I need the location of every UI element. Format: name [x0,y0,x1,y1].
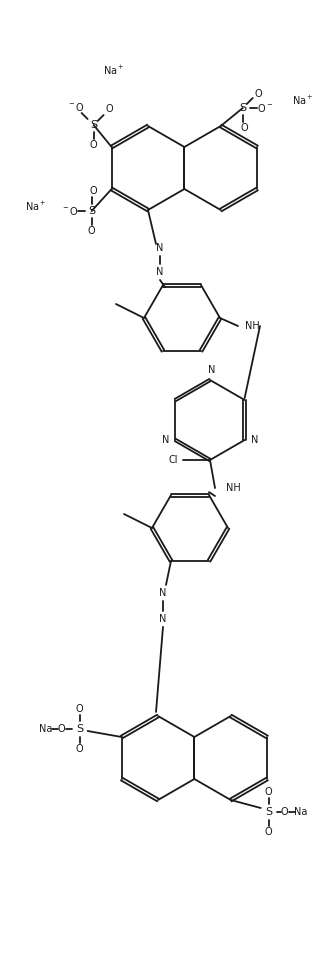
Text: S: S [88,206,95,216]
Text: Na$^+$: Na$^+$ [25,199,46,213]
Text: N: N [159,588,167,598]
Text: S: S [239,103,246,113]
Text: O: O [106,104,113,114]
Text: $^-$O: $^-$O [61,205,79,217]
Text: Na$^+$: Na$^+$ [103,63,124,77]
Text: N: N [159,614,167,624]
Text: O: O [90,186,97,196]
Text: Na$^+$: Na$^+$ [292,94,314,106]
Text: $^-$O: $^-$O [67,101,85,113]
Text: O$^-$: O$^-$ [257,102,273,114]
Text: NH: NH [245,321,259,331]
Text: S: S [76,724,83,734]
Text: Na: Na [294,807,307,817]
Text: S: S [265,807,272,817]
Text: O: O [90,140,97,150]
Text: O: O [241,123,249,133]
Text: N: N [156,243,164,253]
Text: O: O [281,807,288,817]
Text: N: N [251,435,258,445]
Text: Cl: Cl [168,455,178,465]
Text: Na: Na [39,724,52,734]
Text: O: O [76,704,83,714]
Text: S: S [90,120,97,130]
Text: N: N [208,365,216,375]
Text: N: N [162,435,169,445]
Text: O: O [76,744,83,754]
Text: O: O [58,724,65,734]
Text: O: O [265,827,273,837]
Text: O: O [265,787,273,797]
Text: O: O [88,226,95,236]
Text: N: N [156,267,164,277]
Text: O: O [255,89,262,99]
Text: NH: NH [226,483,240,493]
